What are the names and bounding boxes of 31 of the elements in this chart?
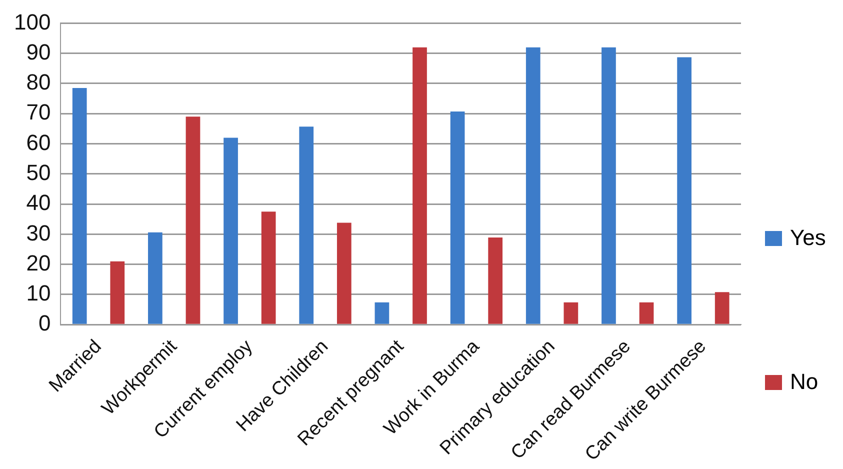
- bar: [488, 238, 503, 324]
- legend-label: Yes: [790, 225, 826, 251]
- y-tick-label: 100: [14, 9, 51, 34]
- bar: [299, 126, 314, 324]
- bar: [677, 57, 692, 324]
- y-tick-label: 60: [26, 130, 51, 155]
- bar: [224, 138, 238, 324]
- y-tick-label: 30: [26, 220, 51, 246]
- bar: [526, 47, 540, 324]
- y-tick-label: 70: [26, 100, 51, 125]
- y-tick-label: 40: [26, 190, 51, 216]
- bar: [450, 112, 465, 324]
- bar: [374, 302, 390, 324]
- y-tick-label: 50: [26, 160, 51, 185]
- bar: [564, 302, 578, 324]
- bar: [412, 47, 427, 324]
- bar: [186, 116, 200, 324]
- y-tick-label: 90: [26, 39, 51, 64]
- y-tick-label: 0: [38, 310, 51, 336]
- y-tick-label: 20: [26, 250, 51, 276]
- legend-label: No: [790, 369, 818, 395]
- bar: [714, 292, 730, 324]
- bar: [72, 88, 87, 324]
- bar: [336, 222, 352, 324]
- bar: [639, 302, 654, 324]
- bar: [110, 261, 125, 324]
- bar: [148, 232, 162, 324]
- y-tick-label: 80: [26, 70, 51, 95]
- y-tick-label: 10: [26, 280, 51, 306]
- bar: [261, 212, 276, 324]
- bar: [602, 47, 616, 324]
